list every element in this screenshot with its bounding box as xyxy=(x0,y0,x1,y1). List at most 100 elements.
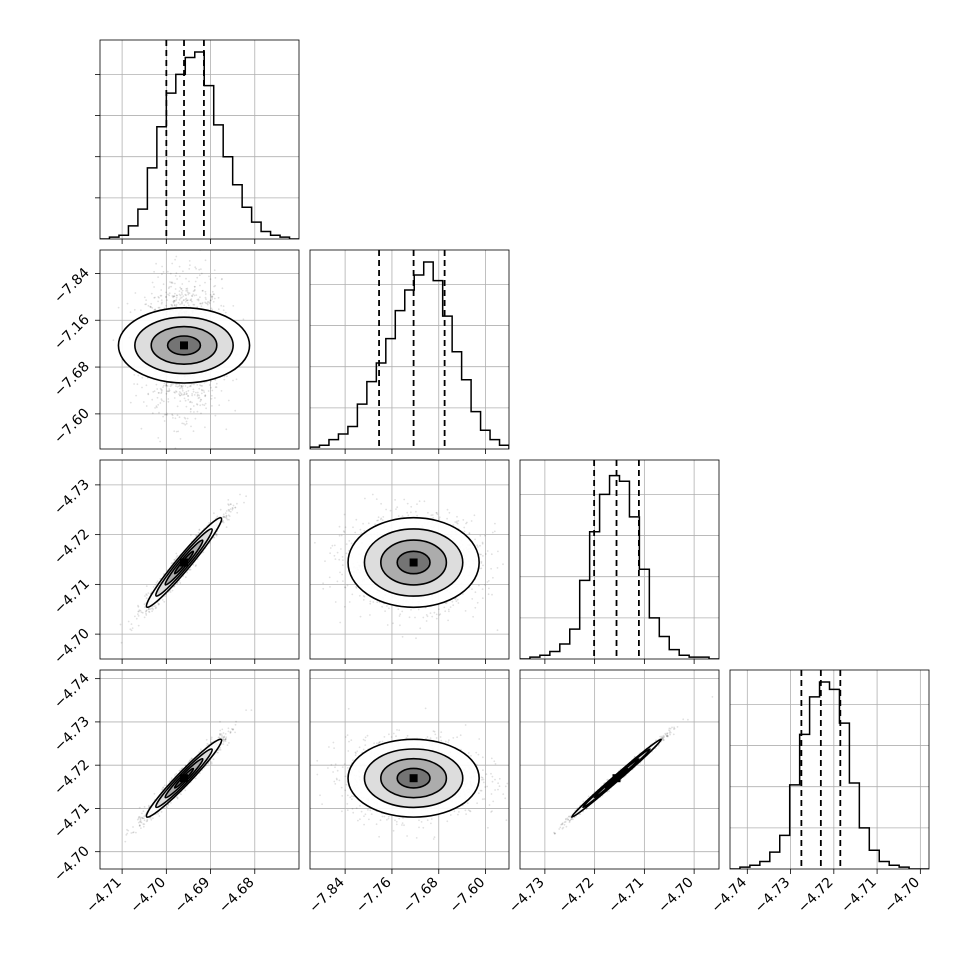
sample-point xyxy=(168,390,171,393)
sample-point xyxy=(189,759,191,762)
sample-point xyxy=(350,542,353,545)
sample-point xyxy=(445,602,448,605)
sample-point xyxy=(145,405,148,407)
sample-point xyxy=(215,533,218,536)
sample-point xyxy=(147,304,150,307)
sample-point xyxy=(245,495,248,498)
sample-point xyxy=(165,295,167,298)
sample-point xyxy=(157,296,160,298)
sample-point xyxy=(147,607,150,610)
sample-point xyxy=(195,564,197,567)
sample-point xyxy=(177,301,180,304)
sample-point xyxy=(211,295,214,298)
sample-point xyxy=(198,529,201,531)
sample-point xyxy=(184,293,187,296)
sample-point xyxy=(184,399,187,402)
histogram-step xyxy=(310,261,509,449)
sample-point xyxy=(242,318,245,321)
sample-point xyxy=(160,302,163,305)
sample-point xyxy=(201,302,203,305)
sample-point xyxy=(201,385,204,387)
sample-point xyxy=(178,391,181,393)
sample-point xyxy=(180,385,183,387)
sample-point xyxy=(222,513,225,516)
sample-point xyxy=(192,563,195,566)
sample-point xyxy=(220,304,223,307)
sample-point xyxy=(161,273,163,276)
sample-point xyxy=(187,395,190,397)
sample-point xyxy=(180,291,183,294)
sample-point xyxy=(158,296,160,299)
sample-point xyxy=(179,294,182,297)
sample-point xyxy=(430,514,433,517)
sample-point xyxy=(210,386,212,389)
sample-point xyxy=(334,601,337,603)
sample-point xyxy=(170,285,173,288)
sample-point xyxy=(204,301,207,304)
sample-point xyxy=(457,520,460,522)
sample-point xyxy=(425,620,428,622)
sample-point xyxy=(470,520,473,522)
sample-point xyxy=(208,302,211,305)
sample-point xyxy=(192,303,195,306)
sample-point xyxy=(185,294,188,297)
sample-point xyxy=(480,562,483,564)
sample-point xyxy=(211,290,214,293)
sample-point xyxy=(172,296,175,299)
sample-point xyxy=(192,430,195,433)
sample-point xyxy=(485,553,487,555)
sample-point xyxy=(224,512,227,514)
sample-point xyxy=(161,301,163,304)
sample-point xyxy=(479,544,481,547)
sample-point xyxy=(189,264,191,267)
sample-point xyxy=(222,515,225,518)
sample-point xyxy=(178,298,181,301)
sample-point xyxy=(182,295,185,297)
sample-point xyxy=(496,629,499,632)
sample-point xyxy=(147,608,150,610)
sample-point xyxy=(180,296,183,299)
sample-point xyxy=(179,286,182,289)
sample-point xyxy=(371,493,374,496)
sample-point xyxy=(197,298,200,301)
sample-point xyxy=(433,611,436,614)
sample-point xyxy=(487,593,490,596)
sample-point xyxy=(203,404,206,407)
sample-point xyxy=(178,385,180,388)
sample-point xyxy=(226,518,229,521)
sample-point xyxy=(381,605,383,608)
sample-point xyxy=(394,499,396,501)
sample-point xyxy=(173,391,176,393)
sample-point xyxy=(479,534,482,537)
sample-point xyxy=(187,304,190,307)
sample-point xyxy=(191,295,194,298)
sample-point xyxy=(199,398,202,401)
sample-point xyxy=(502,563,504,566)
sample-point xyxy=(169,385,172,388)
sample-point xyxy=(145,303,148,306)
sample-point xyxy=(484,534,486,537)
sample-point xyxy=(213,293,216,296)
sample-point xyxy=(209,299,212,302)
sample-point xyxy=(208,301,211,303)
sample-point xyxy=(389,509,392,512)
sample-point xyxy=(171,305,174,307)
sample-point xyxy=(183,393,186,395)
sample-point xyxy=(155,405,158,408)
sample-point xyxy=(354,531,357,534)
sample-point xyxy=(363,529,366,532)
sample-point xyxy=(192,405,195,407)
sample-point xyxy=(236,502,238,505)
sample-point xyxy=(480,567,483,570)
sample-point xyxy=(482,564,484,567)
sample-point xyxy=(431,615,434,618)
sample-point xyxy=(150,302,153,305)
sample-point xyxy=(451,600,454,603)
sample-point xyxy=(181,293,183,295)
sample-point xyxy=(416,503,418,505)
sample-point xyxy=(175,390,177,392)
sample-point xyxy=(329,552,331,555)
sample-point xyxy=(151,610,154,613)
sample-point xyxy=(137,604,139,607)
